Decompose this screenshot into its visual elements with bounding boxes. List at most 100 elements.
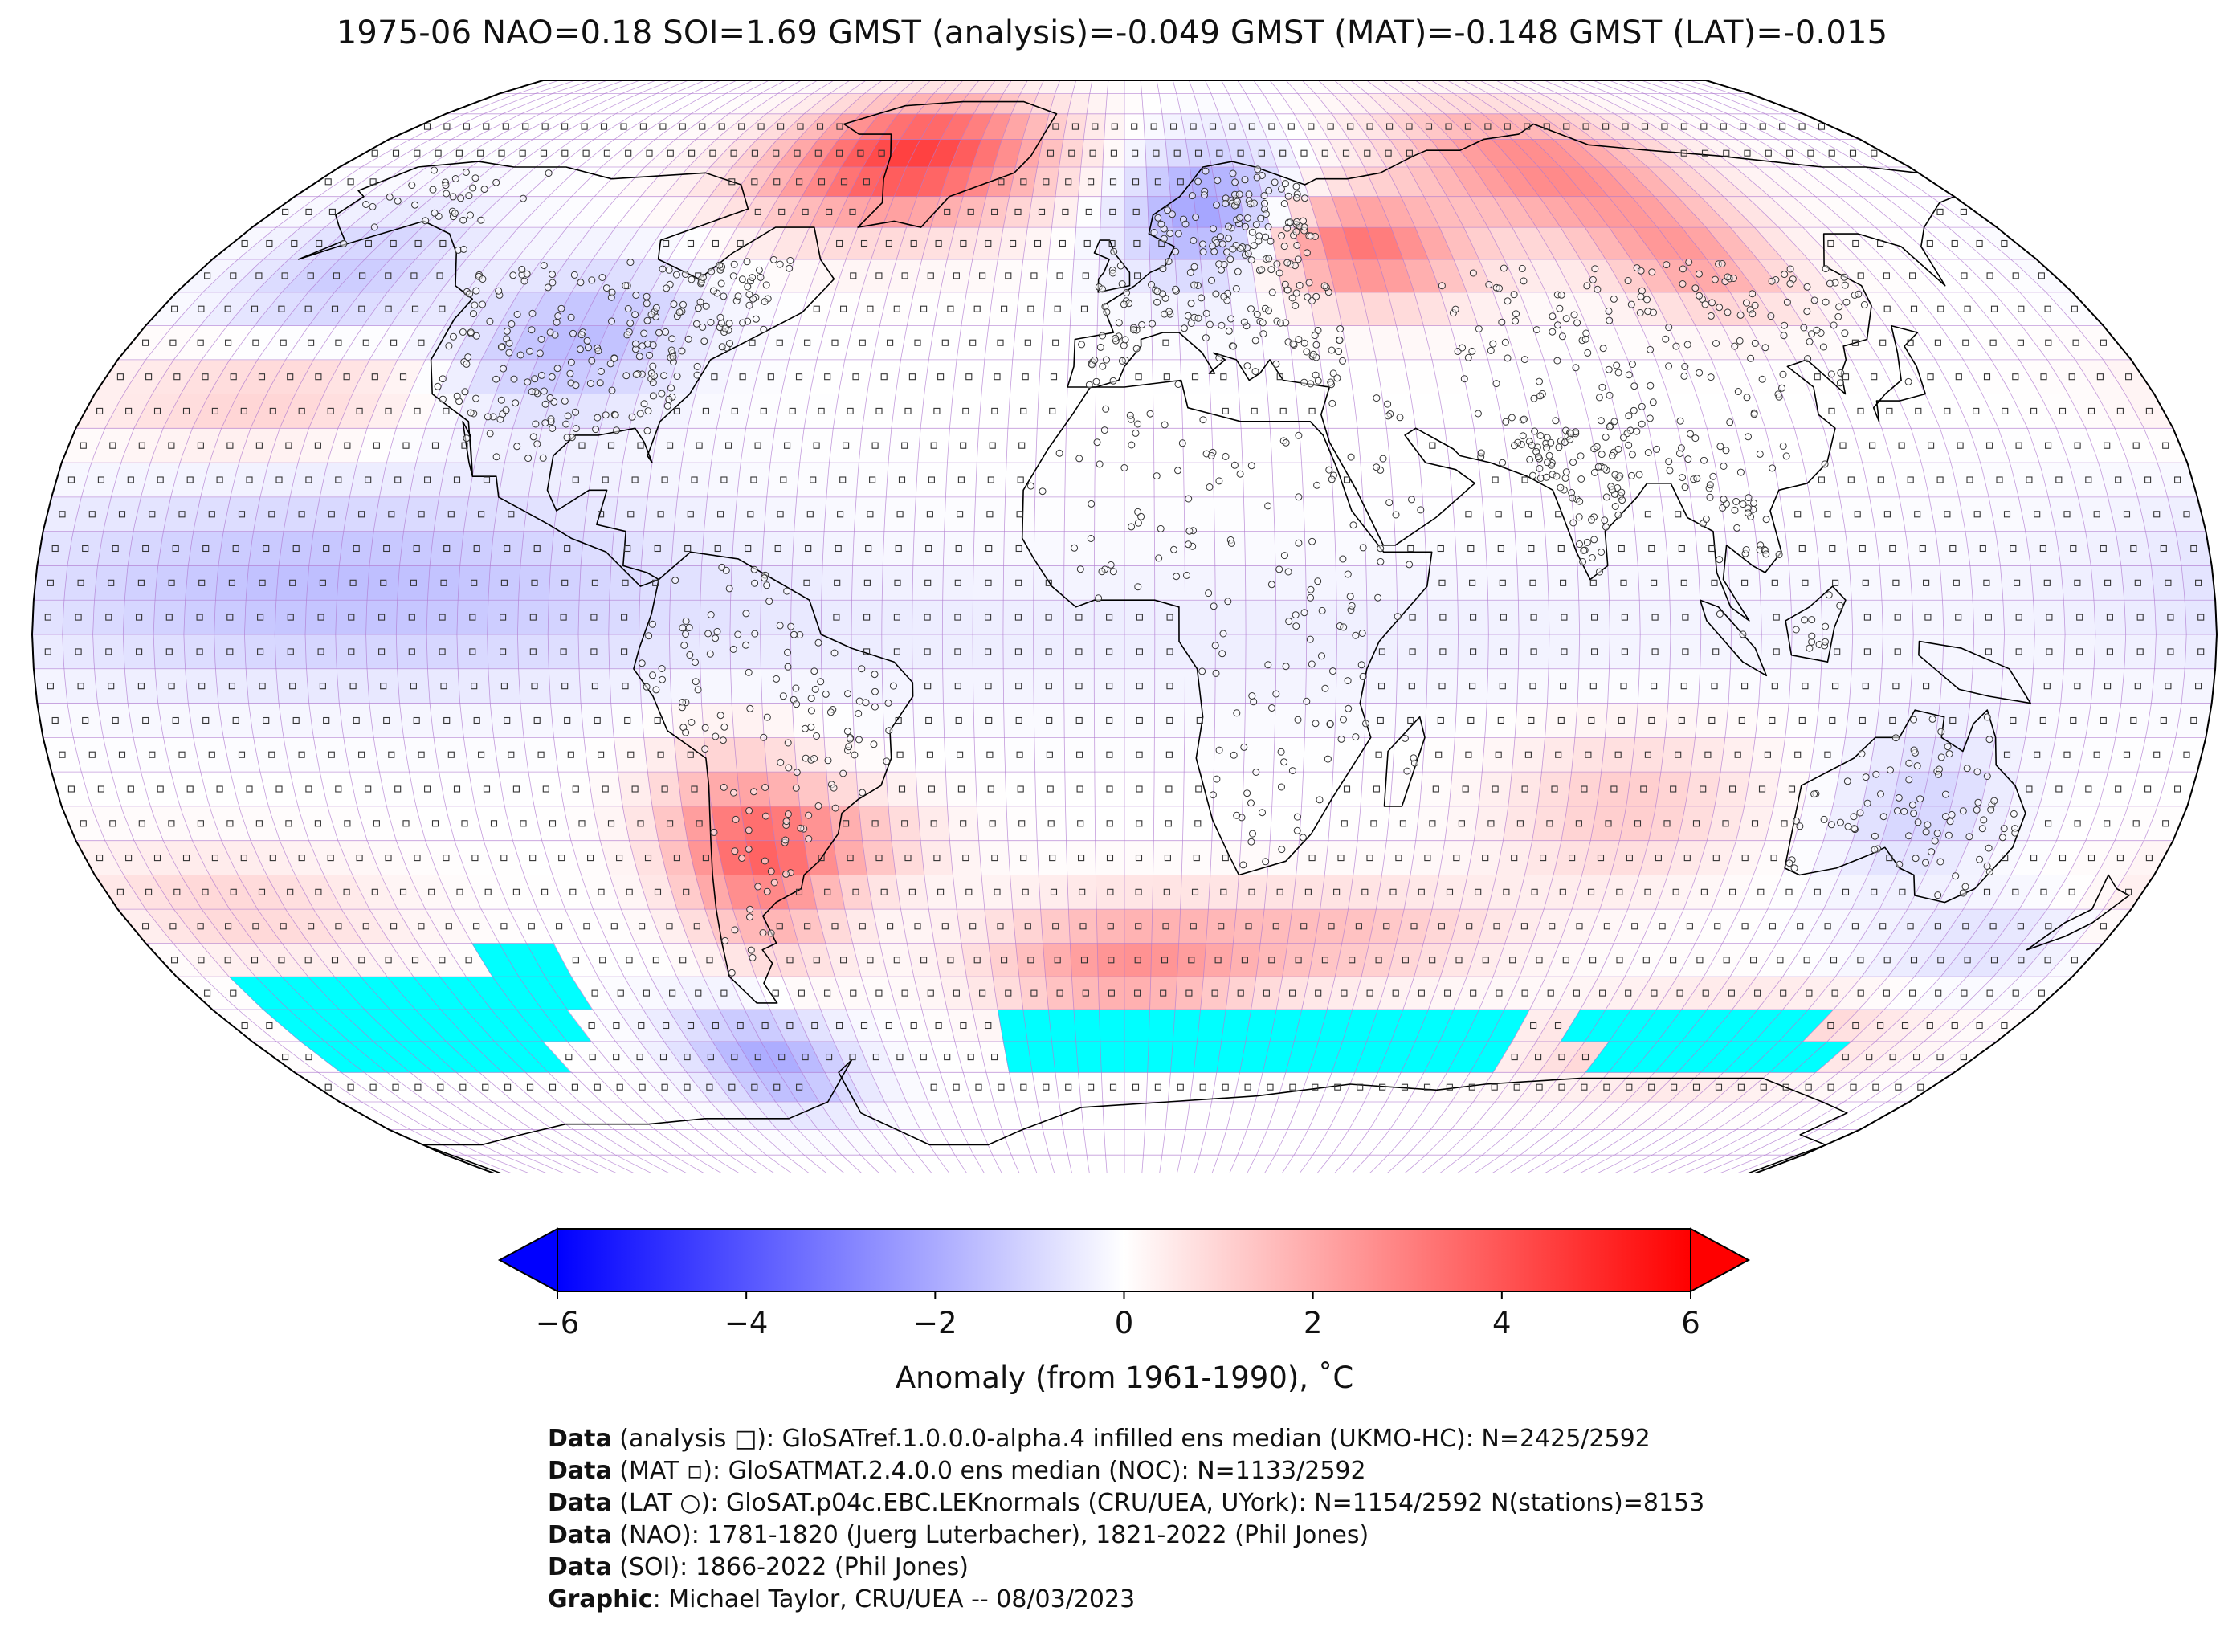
grid-cell xyxy=(1330,462,1364,498)
grid-cell xyxy=(1330,771,1364,807)
grid-cell xyxy=(613,736,648,773)
grid-cell xyxy=(2185,599,2217,635)
grid-cell xyxy=(1035,806,1067,841)
grid-cell xyxy=(1033,634,1064,670)
grid-cell xyxy=(1939,668,1973,704)
station-marker xyxy=(1286,218,1294,226)
grid-cell xyxy=(2120,565,2155,601)
grid-cell xyxy=(1172,1009,1201,1042)
grid-cell xyxy=(1040,908,1071,944)
station-marker xyxy=(439,395,447,403)
station-marker xyxy=(1767,312,1775,320)
station-marker xyxy=(752,315,760,323)
grid-cell xyxy=(1512,736,1545,773)
grid-cell xyxy=(647,771,682,807)
station-marker xyxy=(643,683,651,691)
grid-cell xyxy=(1100,196,1125,228)
station-marker xyxy=(716,261,724,269)
station-marker xyxy=(1583,282,1591,290)
station-marker xyxy=(1598,383,1606,391)
station-marker xyxy=(639,342,647,350)
grid-cell xyxy=(851,599,883,635)
grid-cell xyxy=(553,736,589,773)
grid-cell xyxy=(1094,496,1125,532)
station-marker xyxy=(1691,434,1700,443)
grid-cell xyxy=(1124,908,1153,944)
station-marker xyxy=(649,671,656,679)
grid-cell xyxy=(947,427,980,463)
grid-cell xyxy=(547,634,580,670)
grid-cell xyxy=(1455,531,1487,566)
station-marker xyxy=(1157,220,1165,228)
grid-cell xyxy=(32,599,64,635)
grid-cell xyxy=(1728,668,1761,704)
grid-cell xyxy=(1124,113,1145,140)
grid-cell xyxy=(1720,736,1756,773)
grid-cell xyxy=(278,531,314,566)
grid-cell xyxy=(528,771,564,807)
station-marker xyxy=(720,292,728,300)
grid-cell xyxy=(1567,771,1602,807)
grid-cell xyxy=(1303,736,1336,773)
station-marker xyxy=(1549,312,1557,320)
station-marker xyxy=(1161,310,1169,318)
station-marker xyxy=(1520,415,1528,423)
station-marker xyxy=(1262,233,1270,241)
grid-cell xyxy=(1033,565,1065,601)
station-marker xyxy=(1251,337,1259,345)
grid-cell xyxy=(1006,427,1038,463)
grid-cell xyxy=(157,531,194,566)
grid-cell xyxy=(1396,668,1428,704)
station-marker xyxy=(1637,292,1645,300)
grid-cell xyxy=(1149,976,1177,1010)
station-marker xyxy=(646,351,654,359)
station-marker xyxy=(1227,315,1235,323)
grid-cell xyxy=(2124,634,2157,670)
grid-cell xyxy=(2063,599,2096,635)
station-marker xyxy=(518,266,526,273)
station-marker xyxy=(1708,299,1716,307)
grid-cell xyxy=(1033,668,1065,704)
grid-cell xyxy=(1066,394,1096,429)
station-marker xyxy=(1747,354,1755,362)
grid-cell xyxy=(704,496,737,532)
grid-cell xyxy=(1143,113,1166,140)
grid-cell xyxy=(1124,976,1152,1010)
station-marker xyxy=(692,678,700,686)
grid-cell xyxy=(895,359,929,394)
grid-cell xyxy=(1005,771,1037,807)
station-marker xyxy=(1572,364,1580,372)
station-marker xyxy=(667,346,675,354)
station-marker xyxy=(611,411,619,419)
grid-cell xyxy=(1063,668,1095,704)
station-marker xyxy=(1840,273,1848,281)
grid-cell xyxy=(1353,840,1387,875)
station-marker xyxy=(1217,233,1224,241)
grid-cell xyxy=(1758,565,1792,601)
station-marker xyxy=(1554,321,1561,329)
grid-cell xyxy=(306,668,340,704)
grid-cell xyxy=(1184,531,1216,566)
grid-cell xyxy=(883,496,916,532)
grid-cell xyxy=(1012,908,1043,944)
grid-cell xyxy=(1022,1009,1052,1042)
grid-cell xyxy=(1397,599,1429,635)
station-marker xyxy=(1201,191,1208,199)
grid-cell xyxy=(1153,736,1185,773)
station-marker xyxy=(1827,370,1835,378)
station-marker xyxy=(843,728,851,736)
grid-cell xyxy=(1578,634,1610,670)
grid-cell xyxy=(1233,908,1265,944)
grid-cell xyxy=(523,736,559,773)
grid-cell xyxy=(1969,565,2004,601)
station-marker xyxy=(1265,307,1272,315)
grid-cell xyxy=(792,531,825,566)
station-marker xyxy=(1188,192,1196,200)
grid-cell xyxy=(433,496,470,532)
grid-cell xyxy=(1577,565,1610,601)
station-marker xyxy=(1751,301,1759,309)
grid-cell xyxy=(740,427,776,463)
grid-cell xyxy=(2090,565,2125,601)
station-marker xyxy=(1769,464,1777,472)
station-marker xyxy=(1112,334,1120,342)
